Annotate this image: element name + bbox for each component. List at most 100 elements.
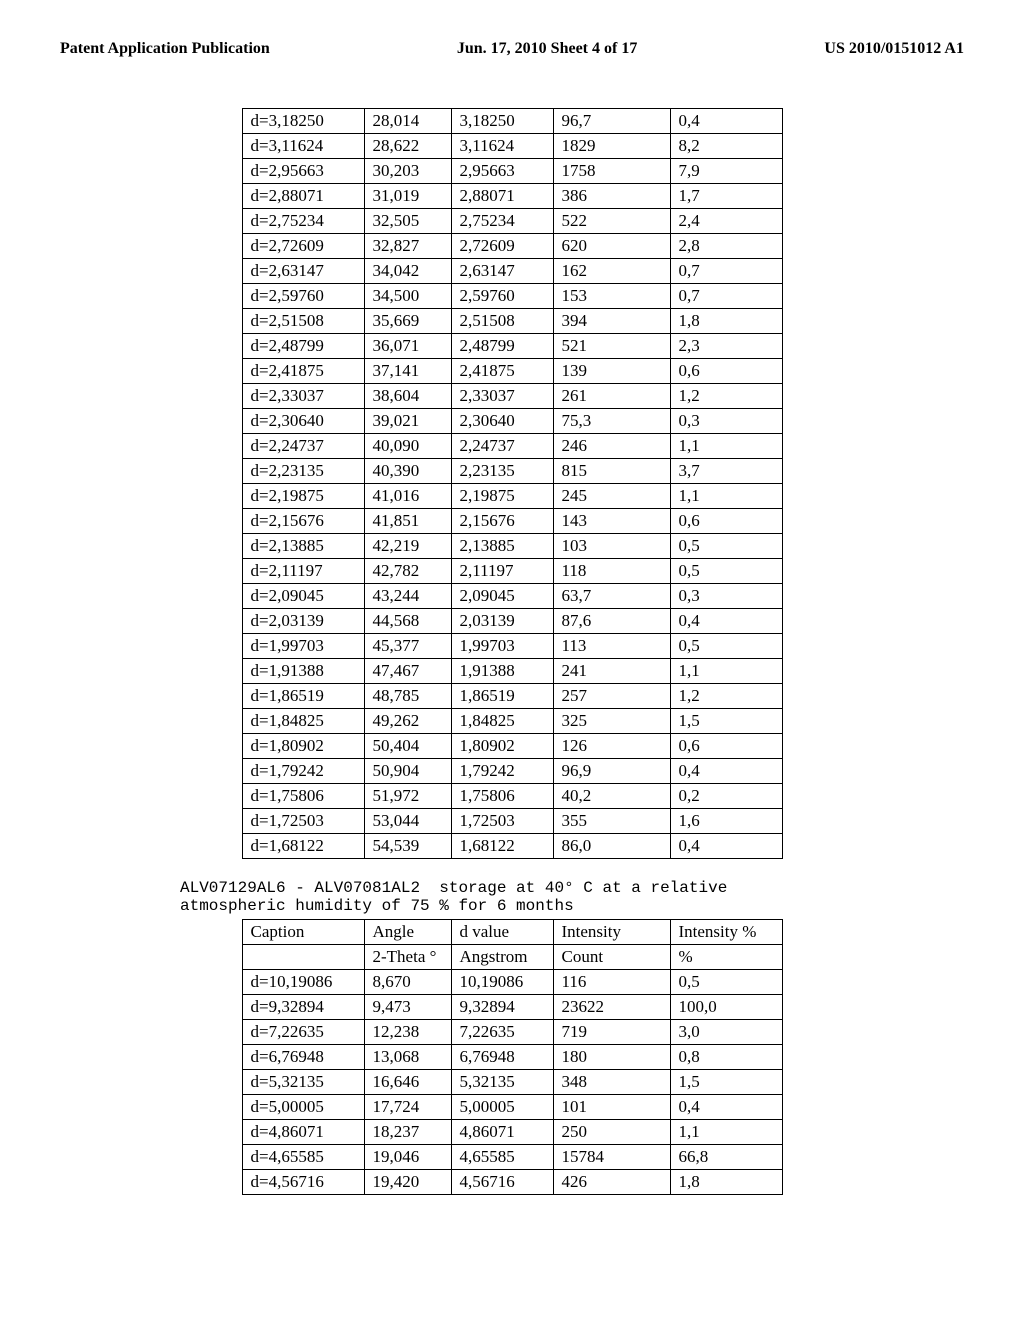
table-cell: d=4,56716 xyxy=(242,1170,364,1195)
table-cell: 2,4 xyxy=(670,209,782,234)
table-header-cell: d value xyxy=(451,920,553,945)
table-cell: 3,18250 xyxy=(451,109,553,134)
table-cell: 42,782 xyxy=(364,559,451,584)
table-cell: 1,1 xyxy=(670,1120,782,1145)
table-cell: d=1,79242 xyxy=(242,759,364,784)
table-cell: d=2,41875 xyxy=(242,359,364,384)
table-row: d=1,9970345,3771,997031130,5 xyxy=(242,634,782,659)
xrd-table-1: d=3,1825028,0143,1825096,70,4d=3,1162428… xyxy=(242,108,783,859)
table-cell: d=6,76948 xyxy=(242,1045,364,1070)
table-cell: d=2,72609 xyxy=(242,234,364,259)
table-cell: 1,1 xyxy=(670,659,782,684)
table-cell: 2,30640 xyxy=(451,409,553,434)
table-cell: d=4,86071 xyxy=(242,1120,364,1145)
table-cell: d=2,51508 xyxy=(242,309,364,334)
table-cell: 39,021 xyxy=(364,409,451,434)
table-row: d=1,7924250,9041,7924296,90,4 xyxy=(242,759,782,784)
table-header-cell: Intensity % xyxy=(670,920,782,945)
table-cell: 0,6 xyxy=(670,509,782,534)
table-row: d=5,0000517,7245,000051010,4 xyxy=(242,1095,782,1120)
table-cell: 0,5 xyxy=(670,534,782,559)
table-cell: 1,6 xyxy=(670,809,782,834)
table-cell: 28,622 xyxy=(364,134,451,159)
table-row: d=1,8482549,2621,848253251,5 xyxy=(242,709,782,734)
table-cell: 0,8 xyxy=(670,1045,782,1070)
table-cell: 96,7 xyxy=(553,109,670,134)
table-cell: 28,014 xyxy=(364,109,451,134)
table-cell: d=2,03139 xyxy=(242,609,364,634)
table-header-cell: Caption xyxy=(242,920,364,945)
table-cell: d=3,11624 xyxy=(242,134,364,159)
table-cell: d=2,19875 xyxy=(242,484,364,509)
table-cell: 1,8 xyxy=(670,1170,782,1195)
table-cell: d=2,30640 xyxy=(242,409,364,434)
table-cell: 41,851 xyxy=(364,509,451,534)
table-subheader-row: 2-Theta °AngstromCount% xyxy=(242,945,782,970)
table-cell: 241 xyxy=(553,659,670,684)
table-cell: 47,467 xyxy=(364,659,451,684)
table-cell: 96,9 xyxy=(553,759,670,784)
table-cell: 2,03139 xyxy=(451,609,553,634)
table-cell: 36,071 xyxy=(364,334,451,359)
table-cell: 246 xyxy=(553,434,670,459)
table-row: d=1,7250353,0441,725033551,6 xyxy=(242,809,782,834)
table-cell: 143 xyxy=(553,509,670,534)
table-cell: 2,11197 xyxy=(451,559,553,584)
table-cell: 2,48799 xyxy=(451,334,553,359)
table-cell: 87,6 xyxy=(553,609,670,634)
table-row: d=3,1825028,0143,1825096,70,4 xyxy=(242,109,782,134)
table-cell: d=3,18250 xyxy=(242,109,364,134)
table-cell: d=4,65585 xyxy=(242,1145,364,1170)
table-cell: 1,79242 xyxy=(451,759,553,784)
table-row: d=2,5976034,5002,597601530,7 xyxy=(242,284,782,309)
table-cell: 116 xyxy=(553,970,670,995)
table-cell: 2,8 xyxy=(670,234,782,259)
table-cell: 2,09045 xyxy=(451,584,553,609)
table-cell: 153 xyxy=(553,284,670,309)
table-cell: 521 xyxy=(553,334,670,359)
table-cell: 19,420 xyxy=(364,1170,451,1195)
table-cell: 103 xyxy=(553,534,670,559)
table-cell: 1,1 xyxy=(670,434,782,459)
table-cell: 1758 xyxy=(553,159,670,184)
table-cell: 40,2 xyxy=(553,784,670,809)
table-subheader-cell: Angstrom xyxy=(451,945,553,970)
table-cell: 2,23135 xyxy=(451,459,553,484)
table-row: d=4,8607118,2374,860712501,1 xyxy=(242,1120,782,1145)
table-row: d=7,2263512,2387,226357193,0 xyxy=(242,1020,782,1045)
table-cell: 2,72609 xyxy=(451,234,553,259)
table-cell: d=2,75234 xyxy=(242,209,364,234)
table-cell: 34,042 xyxy=(364,259,451,284)
table-row: d=4,6558519,0464,655851578466,8 xyxy=(242,1145,782,1170)
table-cell: 101 xyxy=(553,1095,670,1120)
table-cell: 7,22635 xyxy=(451,1020,553,1045)
table-cell: 4,86071 xyxy=(451,1120,553,1145)
table-cell: d=2,95663 xyxy=(242,159,364,184)
table-cell: 15784 xyxy=(553,1145,670,1170)
table-cell: 620 xyxy=(553,234,670,259)
table-cell: 18,237 xyxy=(364,1120,451,1145)
table-cell: 0,4 xyxy=(670,609,782,634)
table-cell: d=1,75806 xyxy=(242,784,364,809)
table-cell: 815 xyxy=(553,459,670,484)
table-cell: 2,95663 xyxy=(451,159,553,184)
table-cell: 3,0 xyxy=(670,1020,782,1045)
table-cell: 51,972 xyxy=(364,784,451,809)
table-cell: 16,646 xyxy=(364,1070,451,1095)
table-cell: d=5,32135 xyxy=(242,1070,364,1095)
table-cell: 2,3 xyxy=(670,334,782,359)
table-row: d=5,3213516,6465,321353481,5 xyxy=(242,1070,782,1095)
table-cell: 43,244 xyxy=(364,584,451,609)
table-cell: d=9,32894 xyxy=(242,995,364,1020)
table-cell: d=2,63147 xyxy=(242,259,364,284)
table-cell: 0,4 xyxy=(670,834,782,859)
table-row: d=2,5150835,6692,515083941,8 xyxy=(242,309,782,334)
table-cell: 0,3 xyxy=(670,409,782,434)
table-cell: 13,068 xyxy=(364,1045,451,1070)
table-row: d=2,1388542,2192,138851030,5 xyxy=(242,534,782,559)
table-cell: 17,724 xyxy=(364,1095,451,1120)
table-cell: 30,203 xyxy=(364,159,451,184)
header-left: Patent Application Publication xyxy=(60,40,270,58)
table-row: d=9,328949,4739,3289423622100,0 xyxy=(242,995,782,1020)
table-cell: 44,568 xyxy=(364,609,451,634)
